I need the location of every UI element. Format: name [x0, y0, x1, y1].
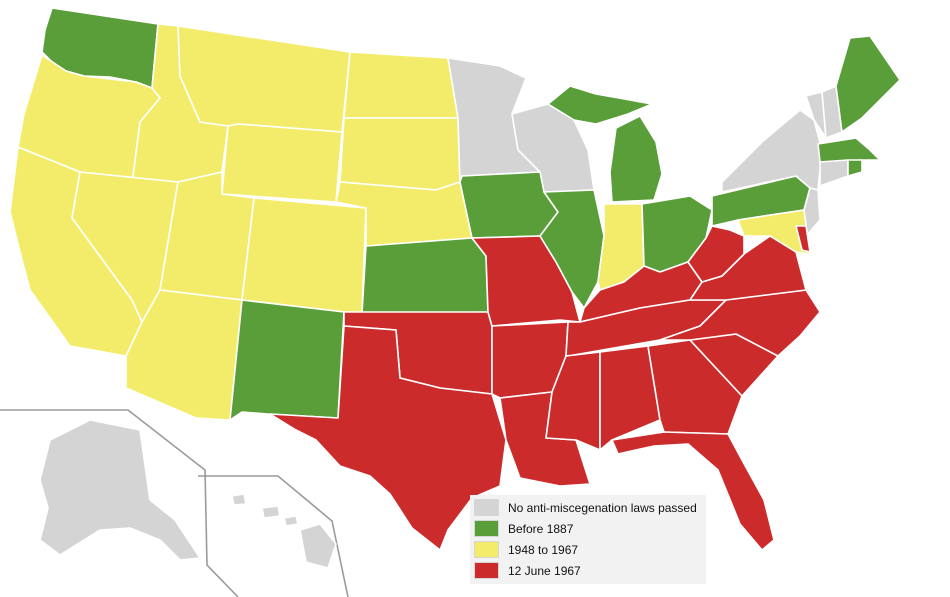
alaska-inset-border [0, 409, 239, 597]
state-hawaii-islands [231, 493, 299, 527]
state-north-carolina [659, 289, 821, 357]
legend-item: 1948 to 1967 [474, 539, 702, 560]
state-hawaii [299, 523, 337, 569]
state-south-dakota [339, 117, 461, 191]
legend-swatch [474, 520, 499, 537]
state-florida [611, 431, 775, 551]
state-connecticut [819, 159, 849, 187]
state-wyoming [221, 123, 343, 203]
state-rhode-island [847, 159, 863, 177]
hawaii-inset-border [198, 475, 349, 597]
state-new-york [721, 109, 823, 193]
legend-label: No anti-miscegenation laws passed [508, 500, 697, 515]
state-maryland [737, 209, 811, 255]
legend-item: Before 1887 [474, 518, 702, 539]
state-maine [835, 35, 901, 133]
legend-swatch [474, 541, 499, 558]
legend-item: No anti-miscegenation laws passed [474, 497, 702, 518]
legend-label: 1948 to 1967 [508, 542, 579, 557]
state-colorado [241, 197, 367, 315]
state-michigan-upper [547, 85, 653, 125]
state-north-dakota [343, 51, 459, 119]
legend-label: Before 1887 [508, 521, 574, 536]
state-new-mexico [229, 299, 345, 421]
state-montana [177, 25, 351, 133]
state-massachusetts [817, 137, 881, 163]
state-michigan-lower [609, 115, 663, 203]
map-legend: No anti-miscegenation laws passed Before… [470, 495, 706, 584]
state-illinois [539, 189, 605, 309]
state-kansas [361, 237, 489, 315]
state-alaska [39, 419, 201, 561]
legend-item: 12 June 1967 [474, 560, 702, 581]
state-delaware [795, 225, 811, 253]
legend-swatch [474, 562, 499, 579]
legend-label: 12 June 1967 [508, 563, 581, 578]
state-alabama [599, 345, 661, 451]
legend-swatch [474, 499, 499, 516]
state-texas [269, 325, 507, 551]
